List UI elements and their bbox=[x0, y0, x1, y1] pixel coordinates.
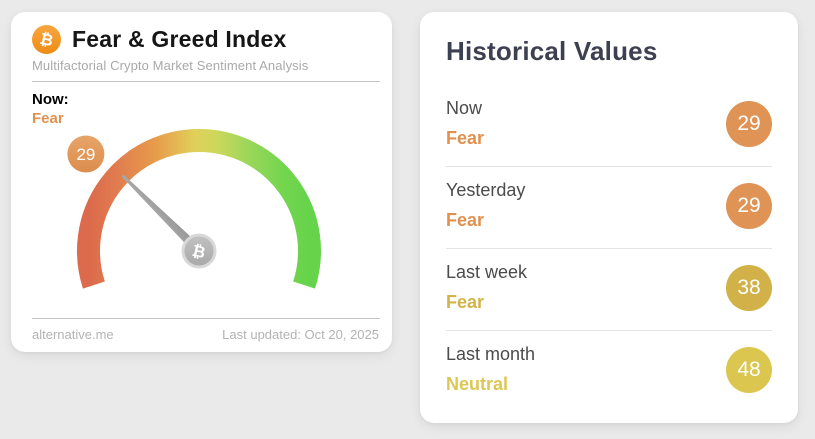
gauge-needle bbox=[121, 174, 203, 255]
history-row-yesterday: Yesterday Fear 29 bbox=[446, 167, 772, 249]
now-sentiment: Fear bbox=[32, 110, 64, 127]
history-label: Last month bbox=[446, 344, 536, 364]
history-row-now: Now Fear 29 bbox=[446, 85, 772, 167]
history-value-badge: 29 bbox=[726, 100, 772, 147]
now-label: Now: bbox=[32, 91, 69, 108]
history-value-badge: 29 bbox=[726, 182, 772, 229]
history-label: Now bbox=[446, 98, 483, 118]
bitcoin-glyph: ₿ bbox=[38, 28, 56, 50]
fear-greed-card: ₿ Fear & Greed Index Multifactorial Cryp… bbox=[11, 12, 392, 352]
history-sentiment: Fear bbox=[446, 292, 485, 312]
gauge-value: 29 bbox=[76, 145, 95, 164]
gauge-needle-group bbox=[121, 174, 203, 255]
history-row-last-month: Last month Neutral 48 bbox=[446, 331, 772, 412]
history-sentiment: Fear bbox=[446, 210, 485, 230]
gauge-pivot bbox=[181, 233, 217, 269]
gauge-arc bbox=[77, 128, 321, 289]
gauge-value-badge: 29 bbox=[67, 135, 105, 173]
historical-values-title: Historical Values bbox=[446, 36, 658, 66]
history-value-badge: 48 bbox=[726, 346, 772, 393]
bitcoin-logo-icon: ₿ bbox=[32, 25, 61, 54]
history-sentiment: Fear bbox=[446, 128, 485, 148]
header-divider bbox=[32, 81, 380, 82]
subtitle: Multifactorial Crypto Market Sentiment A… bbox=[32, 58, 309, 73]
attribution-link[interactable]: alternative.me bbox=[32, 327, 114, 342]
gauge-pivot-bitcoin-icon: ₿ bbox=[190, 241, 207, 262]
history-label: Last week bbox=[446, 262, 528, 282]
history-value-badge: 38 bbox=[726, 264, 772, 311]
history-label: Yesterday bbox=[446, 180, 526, 200]
gauge-value-badge-circle bbox=[67, 135, 105, 173]
history-sentiment: Neutral bbox=[446, 374, 509, 394]
historical-values-card: Historical Values Now Fear 29 Yesterday … bbox=[420, 12, 798, 423]
footer-divider bbox=[32, 318, 380, 319]
historical-values-list: Now Fear 29 Yesterday Fear 29 Last week … bbox=[446, 85, 772, 412]
fear-greed-gauge: ₿ 29 bbox=[67, 128, 321, 289]
card-footer: alternative.me Last updated: Oct 20, 202… bbox=[11, 318, 392, 342]
last-updated-text: Last updated: Oct 20, 2025 bbox=[222, 327, 379, 342]
page-title: Fear & Greed Index bbox=[72, 26, 287, 52]
fear-greed-header: ₿ Fear & Greed Index bbox=[11, 12, 392, 54]
history-row-last-week: Last week Fear 38 bbox=[446, 249, 772, 331]
